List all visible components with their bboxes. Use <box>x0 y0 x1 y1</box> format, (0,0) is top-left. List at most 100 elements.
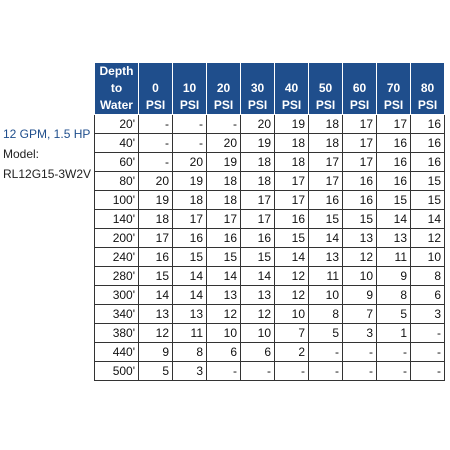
header-line: to <box>110 81 123 95</box>
gpm-cell: 17 <box>376 114 411 134</box>
gpm-cell: - <box>172 114 207 134</box>
gpm-cell: 5 <box>308 323 343 343</box>
header-line: PSI <box>281 98 302 112</box>
gpm-cell: 7 <box>274 323 309 343</box>
gpm-cell: 17 <box>308 171 343 191</box>
gpm-cell: 19 <box>240 133 275 153</box>
gpm-cell: 5 <box>138 361 173 381</box>
gpm-cell: 17 <box>342 152 377 172</box>
gpm-cell: 18 <box>240 152 275 172</box>
performance-table: Depth to Water 0 PSI 10 PSI 20 PSI 30 PSI 40 PSI 50 PS… <box>94 62 445 381</box>
gpm-cell: 9 <box>376 266 411 286</box>
gpm-cell: 17 <box>342 114 377 134</box>
gpm-cell: 20 <box>172 152 207 172</box>
gpm-cell: 18 <box>240 171 275 191</box>
gpm-cell: 19 <box>274 114 309 134</box>
header-line: 70 <box>386 81 401 95</box>
gpm-cell: 16 <box>342 190 377 210</box>
gpm-cell: - <box>206 114 241 134</box>
gpm-cell: - <box>206 361 241 381</box>
header-psi-column: 50 PSI <box>308 62 343 115</box>
gpm-cell: 13 <box>240 285 275 305</box>
table-row: 280' 15 14 14 14 12 11 10 9 8 <box>94 266 445 286</box>
gpm-cell: 16 <box>206 228 241 248</box>
gpm-cell: 8 <box>172 342 207 362</box>
header-line: 50 <box>318 81 333 95</box>
header-line: Water <box>100 98 133 112</box>
gpm-cell: 14 <box>410 209 445 229</box>
header-line: PSI <box>179 98 200 112</box>
depth-cell: 60' <box>94 152 139 172</box>
depth-cell: 100' <box>94 190 139 210</box>
header-psi-column: 0 PSI <box>138 62 173 115</box>
gpm-cell: 18 <box>308 114 343 134</box>
gpm-cell: 15 <box>308 209 343 229</box>
depth-cell: 280' <box>94 266 139 286</box>
gpm-cell: 12 <box>274 266 309 286</box>
gpm-cell: - <box>342 361 377 381</box>
gpm-cell: - <box>138 133 173 153</box>
gpm-cell: 17 <box>240 209 275 229</box>
header-line: Depth <box>99 64 134 78</box>
gpm-cell: 6 <box>410 285 445 305</box>
gpm-cell: 10 <box>410 247 445 267</box>
gpm-cell: - <box>172 133 207 153</box>
gpm-cell: 13 <box>138 304 173 324</box>
gpm-cell: 16 <box>376 171 411 191</box>
gpm-cell: 12 <box>274 285 309 305</box>
gpm-cell: 8 <box>376 285 411 305</box>
gpm-cell: 15 <box>410 171 445 191</box>
table-row: 240' 16 15 15 15 14 13 12 11 10 <box>94 247 445 267</box>
gpm-cell: 14 <box>172 266 207 286</box>
gpm-cell: 18 <box>206 190 241 210</box>
gpm-cell: 18 <box>308 133 343 153</box>
gpm-cell: 18 <box>172 190 207 210</box>
header-psi-column: 20 PSI <box>206 62 241 115</box>
gpm-cell: 13 <box>172 304 207 324</box>
gpm-cell: 13 <box>342 228 377 248</box>
gpm-cell: 14 <box>274 247 309 267</box>
gpm-cell: 10 <box>342 266 377 286</box>
gpm-cell: 6 <box>240 342 275 362</box>
header-line: PSI <box>145 98 166 112</box>
gpm-cell: 17 <box>342 133 377 153</box>
table-row: 300' 14 14 13 13 12 10 9 8 6 <box>94 285 445 305</box>
header-depth-to-water: Depth to Water <box>94 62 139 115</box>
gpm-cell: 3 <box>410 304 445 324</box>
gpm-cell: 16 <box>138 247 173 267</box>
gpm-cell: 12 <box>410 228 445 248</box>
table-body: 20' - - -20 19 18 17 17 16 40' - -20 19 18 18 17 16 16 60'… <box>94 114 445 381</box>
gpm-cell: 16 <box>410 152 445 172</box>
header-psi-column: 80 PSI <box>410 62 445 115</box>
gpm-cell: 17 <box>240 190 275 210</box>
header-psi-column: 40 PSI <box>274 62 309 115</box>
header-line: PSI <box>383 98 404 112</box>
gpm-cell: 12 <box>342 247 377 267</box>
gpm-cell: 19 <box>172 171 207 191</box>
header-line: 20 <box>216 81 231 95</box>
gpm-cell: 17 <box>138 228 173 248</box>
header-psi-column: 10 PSI <box>172 62 207 115</box>
gpm-cell: - <box>410 342 445 362</box>
table-row: 60' -20 19 18 18 17 17 16 16 <box>94 152 445 172</box>
header-line: 30 <box>250 81 265 95</box>
pump-info: 12 GPM, 1.5 HP Model: RL12G15-3W2V <box>3 124 91 184</box>
header-line: 60 <box>352 81 367 95</box>
depth-cell: 40' <box>94 133 139 153</box>
gpm-cell: 19 <box>138 190 173 210</box>
header-line: PSI <box>213 98 234 112</box>
gpm-cell: 15 <box>172 247 207 267</box>
gpm-cell: 16 <box>172 228 207 248</box>
gpm-cell: 20 <box>206 133 241 153</box>
gpm-cell: 9 <box>342 285 377 305</box>
gpm-cell: 16 <box>410 133 445 153</box>
gpm-cell: 18 <box>206 171 241 191</box>
table-row: 20' - - -20 19 18 17 17 16 <box>94 114 445 134</box>
table-row: 500' 5 3- - - - - - - <box>94 361 445 381</box>
gpm-cell: 17 <box>206 209 241 229</box>
gpm-cell: 13 <box>206 285 241 305</box>
gpm-cell: 16 <box>376 152 411 172</box>
gpm-cell: 14 <box>172 285 207 305</box>
header-line: 80 <box>420 81 435 95</box>
gpm-cell: 18 <box>274 133 309 153</box>
